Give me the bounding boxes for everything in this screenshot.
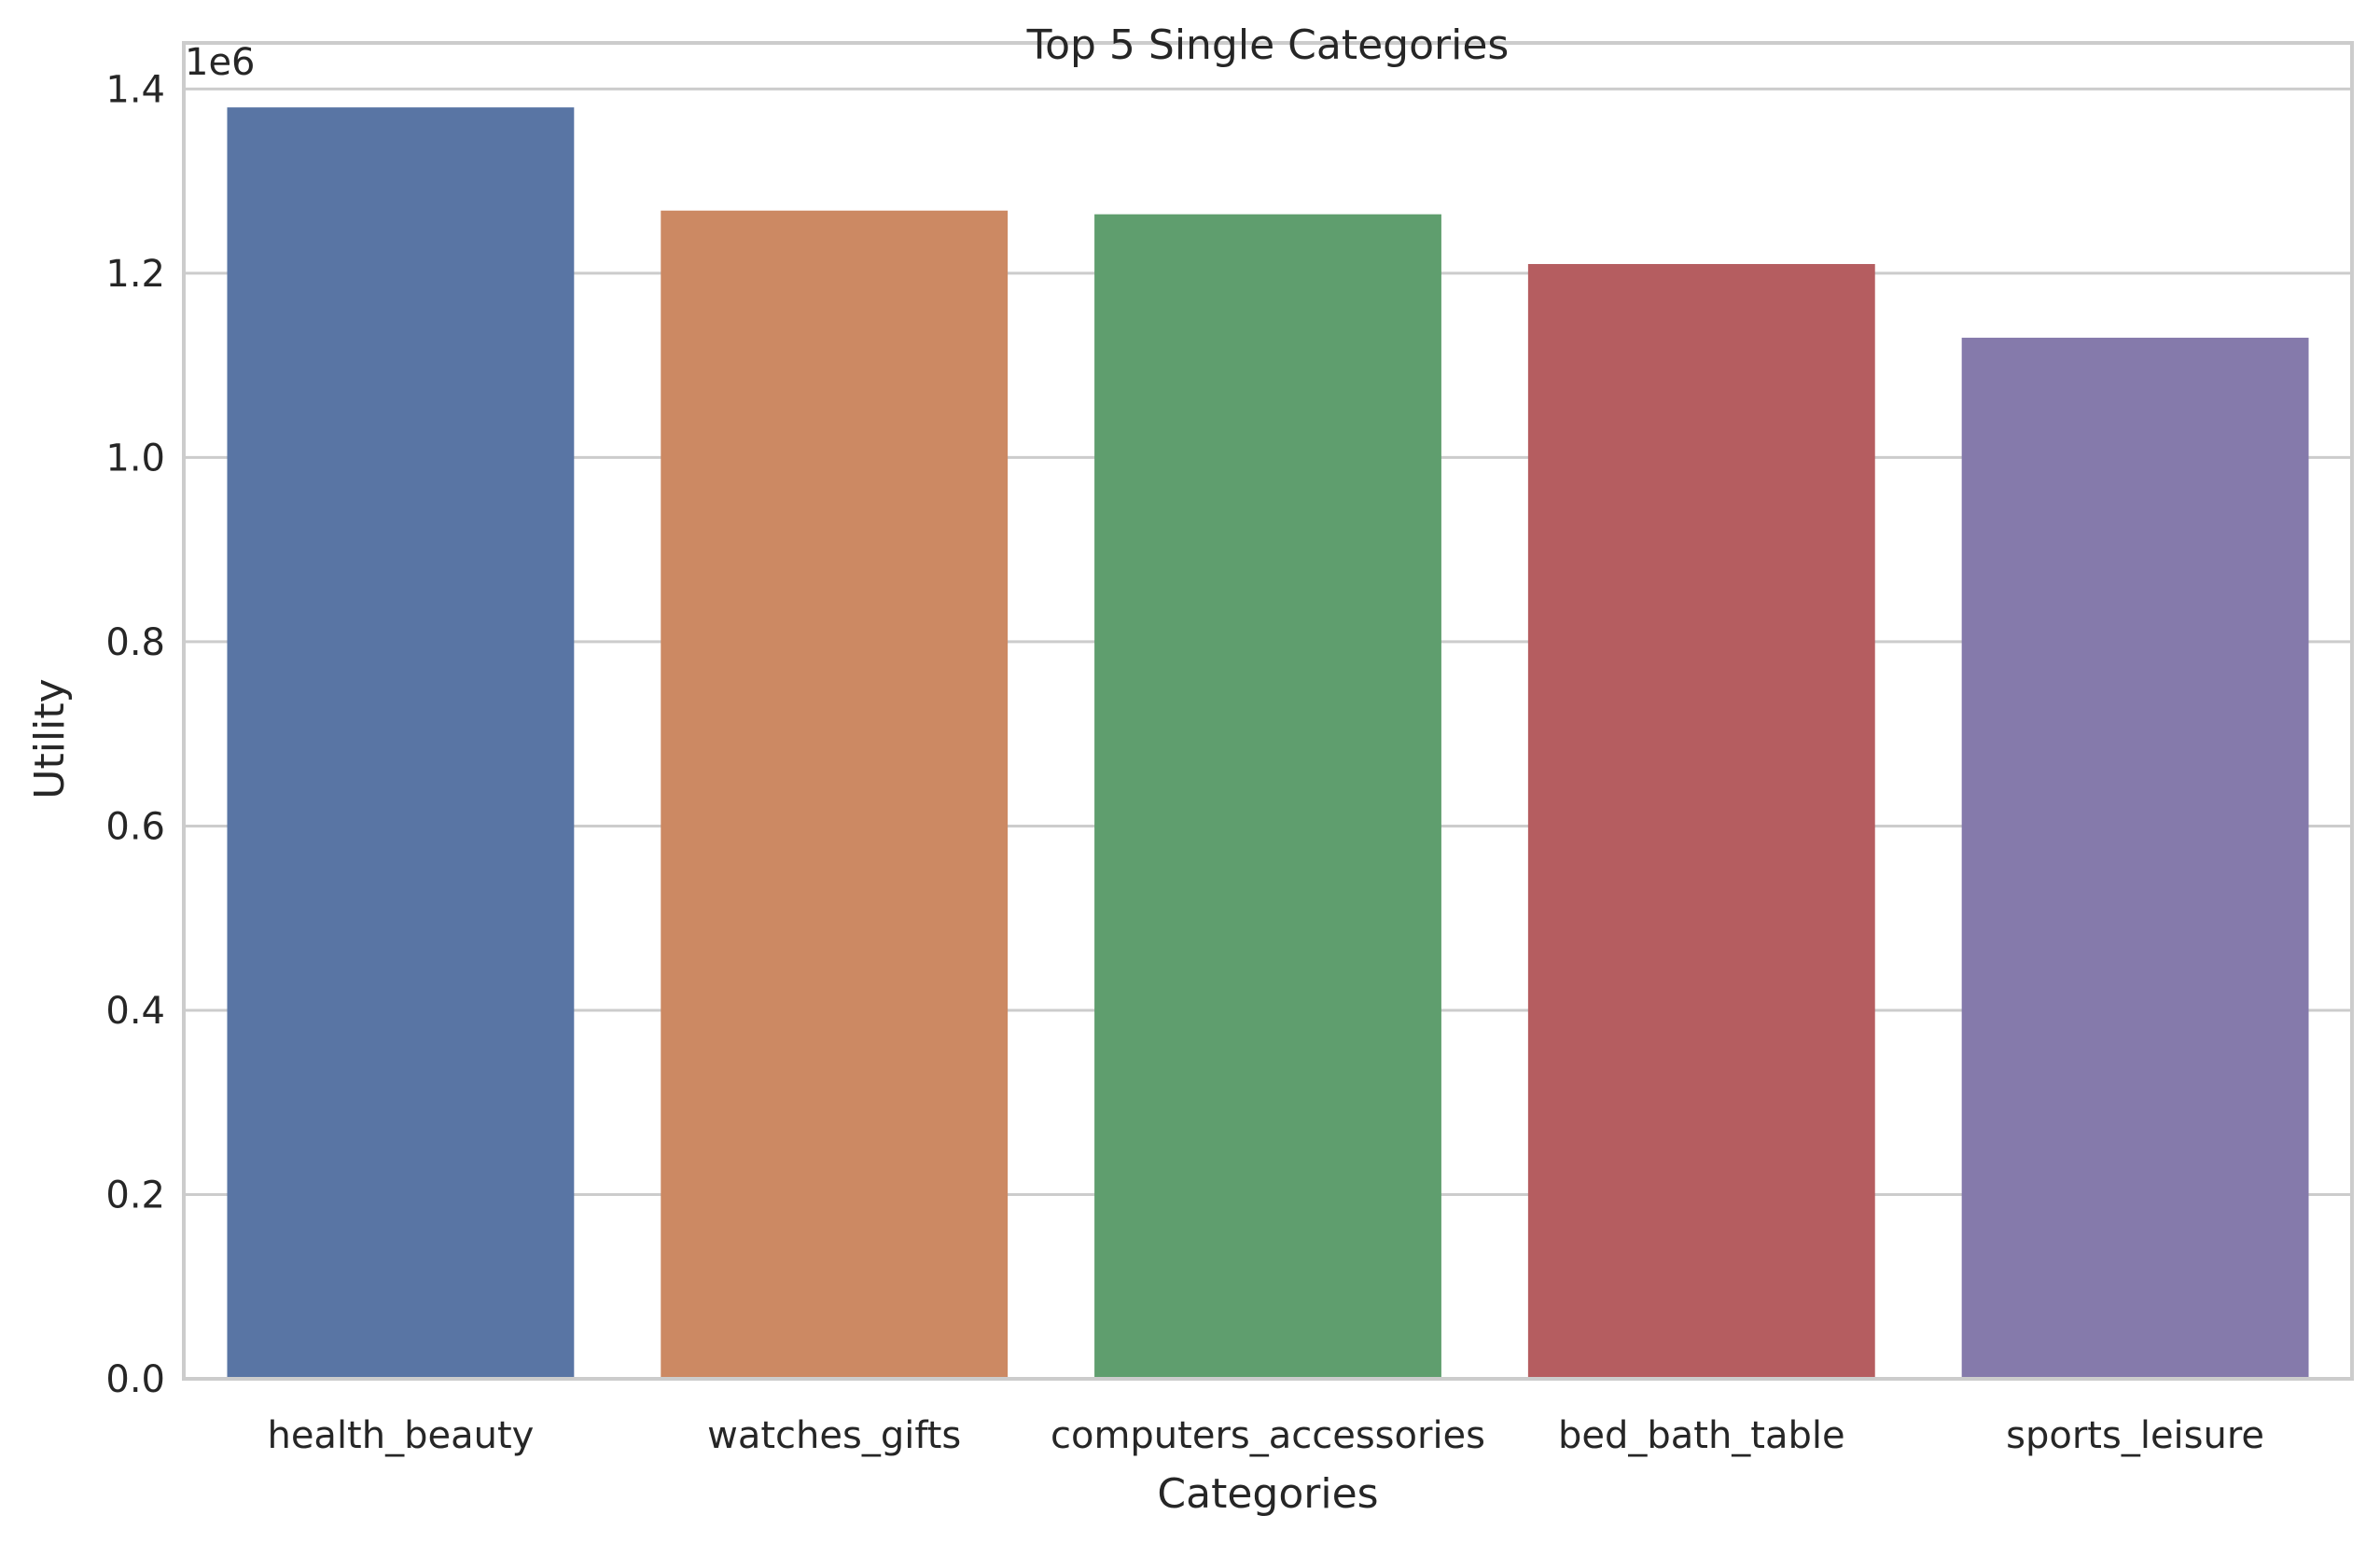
y-tick-label: 0.6 xyxy=(105,805,165,848)
x-tick-label: watches_gifts xyxy=(707,1414,961,1457)
x-axis-label: Categories xyxy=(1157,1470,1378,1518)
y-tick-label: 0.8 xyxy=(105,621,165,664)
x-tick-label: computers_accessories xyxy=(1051,1414,1485,1457)
plot-frame xyxy=(182,41,2354,1381)
y-tick-label: 0.4 xyxy=(105,990,165,1033)
x-tick-label: health_beauty xyxy=(267,1414,534,1457)
chart-title: Top 5 Single Categories xyxy=(1026,21,1510,69)
x-tick-label: bed_bath_table xyxy=(1558,1414,1845,1457)
bar-watches_gifts xyxy=(661,210,1009,1379)
bar-health_beauty xyxy=(227,107,575,1380)
bar-computers_accessories xyxy=(1094,214,1441,1379)
bars xyxy=(227,107,2309,1380)
x-tick-labels: health_beauty watches_gifts computers_acce… xyxy=(267,1414,2264,1457)
y-tick-labels: 0.0 0.2 0.4 0.6 0.8 1.0 1.2 1.4 xyxy=(105,68,165,1401)
y-tick-label: 0.0 xyxy=(105,1358,165,1401)
x-tick-label: sports_leisure xyxy=(2006,1414,2264,1457)
y-tick-label: 1.2 xyxy=(105,253,165,296)
bar-bed_bath_table xyxy=(1527,264,1875,1379)
y-offset-label: 1e6 xyxy=(185,41,256,84)
bar-sports_leisure xyxy=(1961,338,2309,1379)
y-tick-label: 1.0 xyxy=(105,437,165,480)
y-axis-label: Utility xyxy=(26,678,74,799)
y-tick-label: 0.2 xyxy=(105,1174,165,1216)
y-tick-label: 1.4 xyxy=(105,68,165,111)
